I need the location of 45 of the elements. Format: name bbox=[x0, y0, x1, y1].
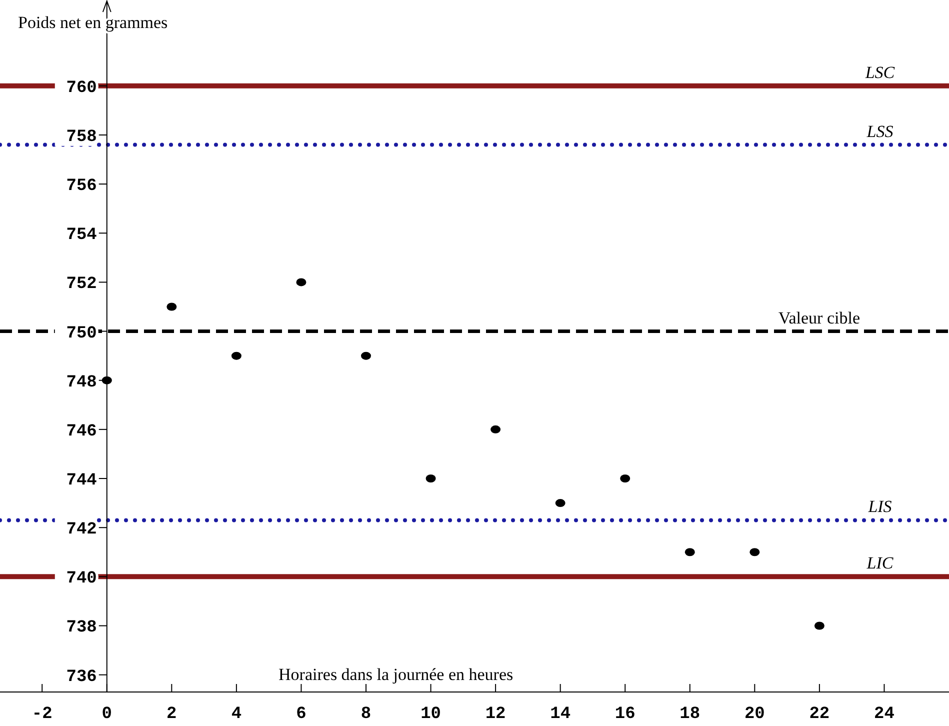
point bbox=[750, 548, 760, 556]
y-tick-label: 748 bbox=[66, 373, 97, 392]
y-tick-label: 736 bbox=[66, 668, 97, 687]
x-axis-title: Horaires dans la journée en heures bbox=[278, 665, 514, 684]
point bbox=[231, 352, 242, 360]
x-tick-label: 10 bbox=[420, 705, 441, 724]
point bbox=[684, 548, 695, 556]
point bbox=[814, 622, 824, 630]
point bbox=[360, 352, 371, 360]
y-tick-label: 740 bbox=[66, 570, 97, 589]
point bbox=[620, 474, 630, 483]
point bbox=[555, 499, 566, 508]
x-tick-label: 2 bbox=[166, 705, 177, 724]
x-tick-label: 12 bbox=[485, 705, 506, 724]
point bbox=[490, 425, 501, 434]
y-tick-label: 760 bbox=[66, 78, 97, 98]
x-tick-label: -2 bbox=[32, 705, 52, 724]
y-tick-label: 756 bbox=[66, 177, 97, 196]
point bbox=[296, 278, 306, 286]
x-tick-label: 16 bbox=[614, 705, 636, 724]
ref-line-label: LSS bbox=[866, 122, 894, 141]
x-tick-label: 8 bbox=[360, 705, 372, 724]
x-tick-label: 20 bbox=[744, 705, 765, 724]
y-tick-label: 758 bbox=[66, 128, 97, 147]
x-tick-label: 18 bbox=[680, 705, 700, 724]
y-tick-label: 742 bbox=[66, 520, 97, 540]
x-tick-label: 6 bbox=[296, 705, 306, 724]
x-tick-label: 22 bbox=[809, 705, 830, 724]
x-tick-label: 24 bbox=[874, 705, 894, 724]
ref-line-label: LIS bbox=[867, 497, 892, 516]
y-tick-label: 754 bbox=[66, 226, 97, 246]
y-tick-label: 738 bbox=[66, 618, 97, 638]
x-tick-label: 14 bbox=[550, 705, 571, 724]
x-tick-label: 4 bbox=[231, 705, 242, 724]
point bbox=[102, 376, 112, 384]
y-tick-label: 744 bbox=[66, 472, 97, 491]
point bbox=[426, 474, 436, 483]
y-tick-label: 746 bbox=[66, 422, 97, 442]
y-tick-label: 752 bbox=[66, 275, 97, 294]
point bbox=[166, 302, 177, 311]
y-tick-label: 750 bbox=[66, 324, 97, 344]
ref-line-label: LIC bbox=[866, 554, 894, 573]
ref-line-label: LSC bbox=[864, 62, 896, 82]
x-tick-label: 0 bbox=[102, 705, 112, 724]
ref-line-label: Valeur cible bbox=[778, 308, 860, 328]
